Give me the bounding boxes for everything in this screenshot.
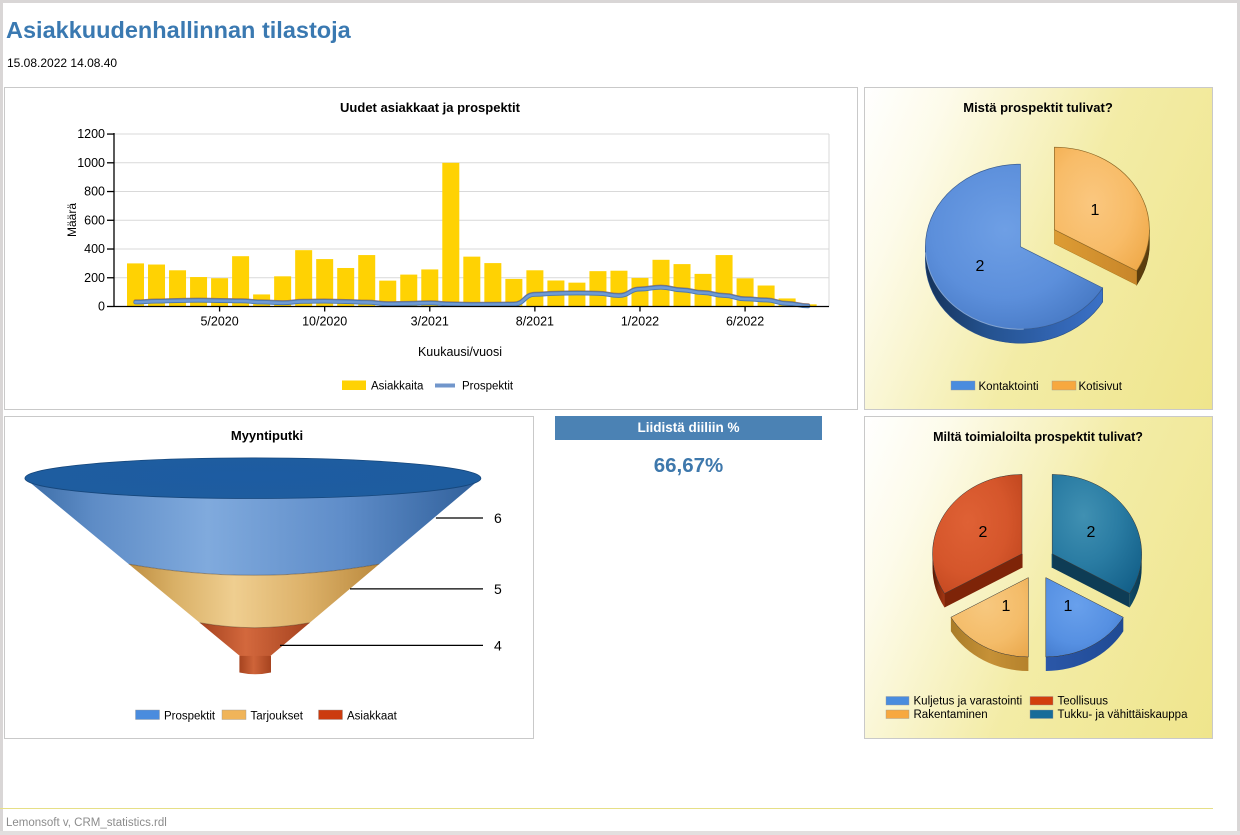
svg-text:200: 200: [84, 271, 105, 285]
svg-text:Kuukausi/vuosi: Kuukausi/vuosi: [418, 345, 502, 359]
svg-text:1: 1: [1091, 202, 1100, 219]
svg-text:Uudet asiakkaat ja prospektit: Uudet asiakkaat ja prospektit: [340, 100, 521, 115]
svg-text:Prospektit: Prospektit: [462, 381, 514, 393]
svg-text:8/2021: 8/2021: [516, 315, 554, 329]
svg-text:Kuljetus ja varastointi: Kuljetus ja varastointi: [914, 696, 1023, 708]
svg-text:3/2021: 3/2021: [411, 315, 449, 329]
svg-text:Tukku- ja vähittäiskauppa: Tukku- ja vähittäiskauppa: [1058, 709, 1189, 721]
svg-text:Kotisivut: Kotisivut: [1079, 381, 1123, 393]
svg-text:10/2020: 10/2020: [302, 315, 347, 329]
svg-text:0: 0: [98, 300, 105, 314]
svg-text:Teollisuus: Teollisuus: [1058, 696, 1109, 708]
svg-text:Prospektit: Prospektit: [164, 711, 216, 723]
svg-text:1000: 1000: [77, 156, 105, 170]
svg-text:Miltä toimialoilta prospektit: Miltä toimialoilta prospektit tulivat?: [933, 430, 1143, 444]
svg-text:2: 2: [976, 258, 985, 275]
svg-text:Tarjoukset: Tarjoukset: [251, 711, 304, 723]
svg-text:1: 1: [1064, 598, 1073, 615]
svg-text:2: 2: [979, 524, 988, 541]
svg-text:4: 4: [494, 637, 502, 653]
svg-text:6/2022: 6/2022: [726, 315, 764, 329]
svg-text:Rakentaminen: Rakentaminen: [914, 709, 988, 721]
svg-text:800: 800: [84, 185, 105, 199]
svg-text:1/2022: 1/2022: [621, 315, 659, 329]
svg-text:Mistä prospektit tulivat?: Mistä prospektit tulivat?: [963, 100, 1113, 115]
svg-text:1200: 1200: [77, 127, 105, 141]
svg-text:5: 5: [494, 581, 502, 597]
svg-text:5/2020: 5/2020: [200, 315, 238, 329]
svg-text:Määrä: Määrä: [65, 203, 79, 237]
svg-text:2: 2: [1087, 524, 1096, 541]
svg-text:400: 400: [84, 242, 105, 256]
svg-text:Asiakkaita: Asiakkaita: [371, 381, 424, 393]
svg-text:1: 1: [1002, 598, 1011, 615]
svg-text:Myyntiputki: Myyntiputki: [231, 428, 303, 443]
svg-text:Kontaktointi: Kontaktointi: [979, 381, 1039, 393]
svg-text:6: 6: [494, 510, 502, 526]
svg-text:600: 600: [84, 213, 105, 227]
svg-text:Asiakkaat: Asiakkaat: [347, 711, 398, 723]
